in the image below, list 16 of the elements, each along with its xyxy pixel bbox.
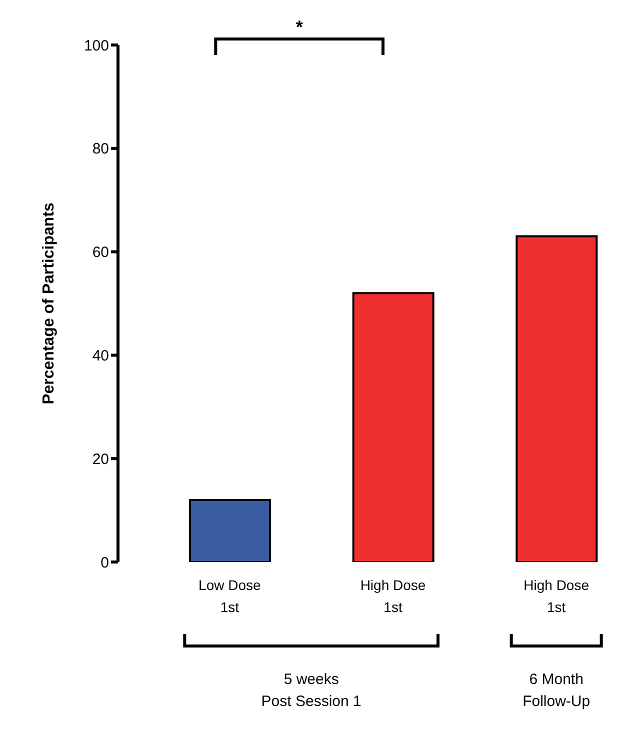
text: * (296, 17, 303, 37)
x-tick-label: High Dose 1st (360, 577, 426, 615)
y-tick-label: 80 (92, 140, 109, 158)
text: 6 Month Follow-Up (522, 671, 590, 710)
bar (352, 292, 434, 562)
y-tick-label: 40 (92, 348, 109, 365)
text: 5 weeks Post Session 1 (261, 671, 362, 710)
bar (189, 498, 271, 562)
y-tick-label: 0 (100, 554, 109, 572)
y-axis-title: Percentage of Participants (40, 202, 58, 404)
x-tick-label: High Dose 1st (524, 577, 590, 615)
x-tick-label: Low Dose 1st (198, 577, 262, 615)
y-tick-label: 20 (92, 450, 109, 468)
y-tick-label: 100 (84, 37, 109, 54)
y-tick-label: 60 (92, 244, 109, 262)
bar (516, 235, 598, 562)
